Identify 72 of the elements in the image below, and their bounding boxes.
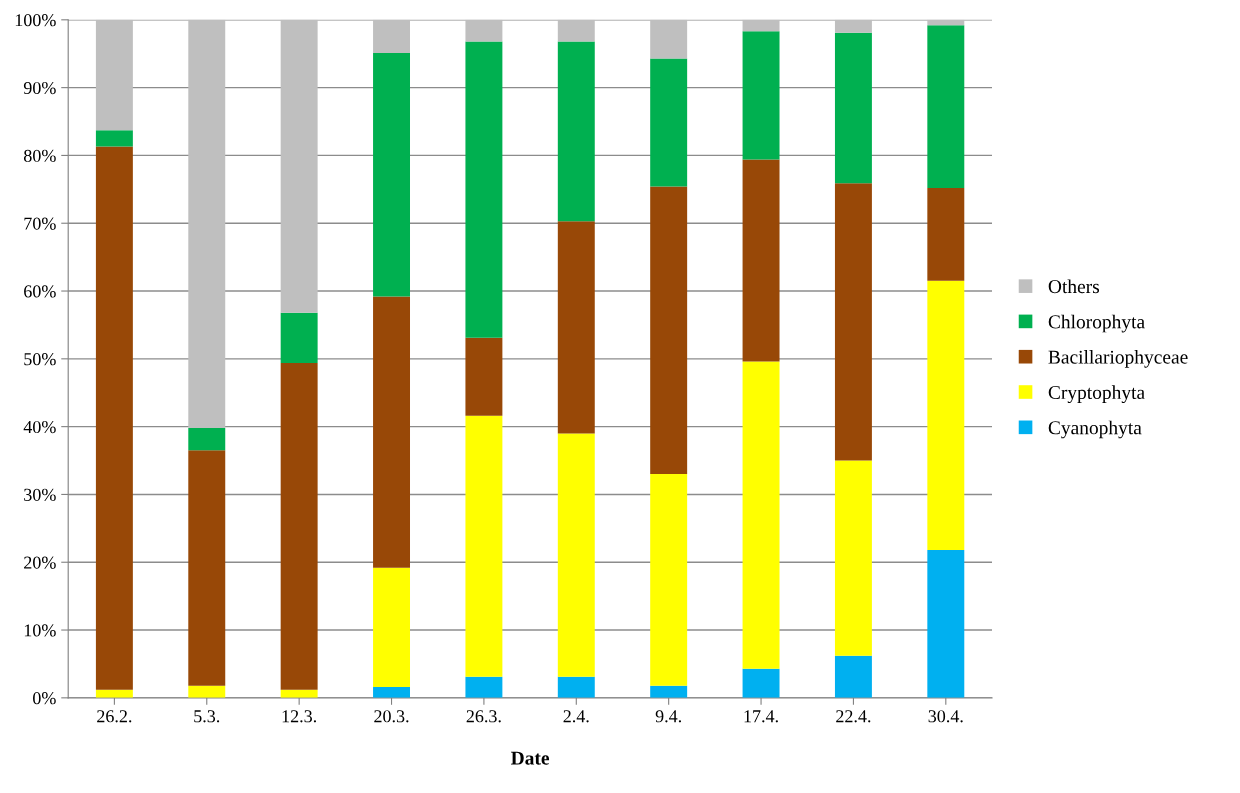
legend-label: Bacillariophyceae	[1048, 350, 1188, 368]
bar	[834, 183, 872, 461]
x-tick-label: 22.4.	[836, 710, 871, 723]
x-tick-label: 26.3.	[466, 710, 501, 723]
bar	[557, 433, 595, 677]
bar	[927, 280, 965, 551]
x-tick-label: 26.2.	[97, 710, 132, 723]
bar	[742, 361, 780, 669]
bar	[465, 415, 503, 677]
bar	[95, 19, 133, 131]
y-tick-label: 10%	[24, 624, 56, 637]
bar	[465, 19, 503, 42]
bar	[465, 41, 503, 338]
y-tick-label: 70%	[24, 217, 56, 230]
bar	[373, 53, 411, 297]
legend-label: Cyanophyta	[1048, 420, 1142, 439]
bar	[927, 19, 965, 26]
bar	[188, 450, 226, 686]
bar	[650, 19, 688, 59]
x-tick-label: 5.3.	[194, 710, 220, 723]
y-tick-label: 40%	[23, 420, 56, 434]
y-tick-label: 100%	[15, 14, 56, 27]
bar	[465, 676, 503, 698]
bar	[280, 362, 318, 690]
bar	[650, 474, 688, 686]
bar	[650, 58, 688, 187]
bar	[373, 19, 411, 54]
y-tick-label: 90%	[23, 81, 56, 95]
bar	[465, 337, 503, 416]
y-tick-label: 80%	[23, 149, 56, 162]
legend-label: Chlorophyta	[1048, 314, 1145, 333]
y-tick-label: 30%	[24, 488, 56, 501]
bar	[280, 312, 318, 363]
bar	[373, 686, 411, 698]
bar	[557, 19, 595, 42]
bar	[188, 685, 226, 698]
bar	[373, 567, 411, 687]
legend-label: Cryptophyta	[1048, 385, 1145, 404]
y-tick-label: 0%	[33, 692, 56, 705]
bar	[95, 130, 133, 147]
bar	[927, 550, 965, 698]
bar	[927, 25, 965, 188]
bar	[834, 460, 872, 656]
x-tick-label: 30.4.	[928, 710, 963, 723]
bar	[834, 655, 872, 698]
x-tick-label: 2.4.	[563, 710, 589, 723]
bar	[742, 19, 780, 32]
x-tick-label: 9.4.	[655, 710, 682, 723]
bar	[927, 187, 965, 281]
bar	[650, 685, 688, 698]
bar	[742, 31, 780, 160]
bar	[834, 32, 872, 184]
bar	[188, 19, 226, 428]
bar	[188, 427, 226, 451]
y-tick-label: 50%	[24, 353, 56, 366]
bar	[834, 19, 872, 33]
bar	[557, 41, 595, 222]
bar	[742, 668, 780, 698]
x-axis-title: Date	[511, 751, 550, 765]
x-tick-label: 17.4.	[744, 710, 778, 723]
bar	[280, 19, 318, 313]
x-tick-label: 12.3.	[282, 710, 317, 723]
x-tick-label: 20.3.	[374, 710, 409, 723]
y-tick-label: 60%	[24, 285, 56, 298]
bar	[742, 159, 780, 362]
bar	[373, 296, 411, 568]
bar	[557, 221, 595, 434]
y-tick-label: 20%	[24, 556, 56, 569]
bar	[95, 146, 133, 690]
bar	[557, 676, 595, 698]
legend-label: Others	[1048, 279, 1100, 294]
bar	[650, 186, 688, 475]
